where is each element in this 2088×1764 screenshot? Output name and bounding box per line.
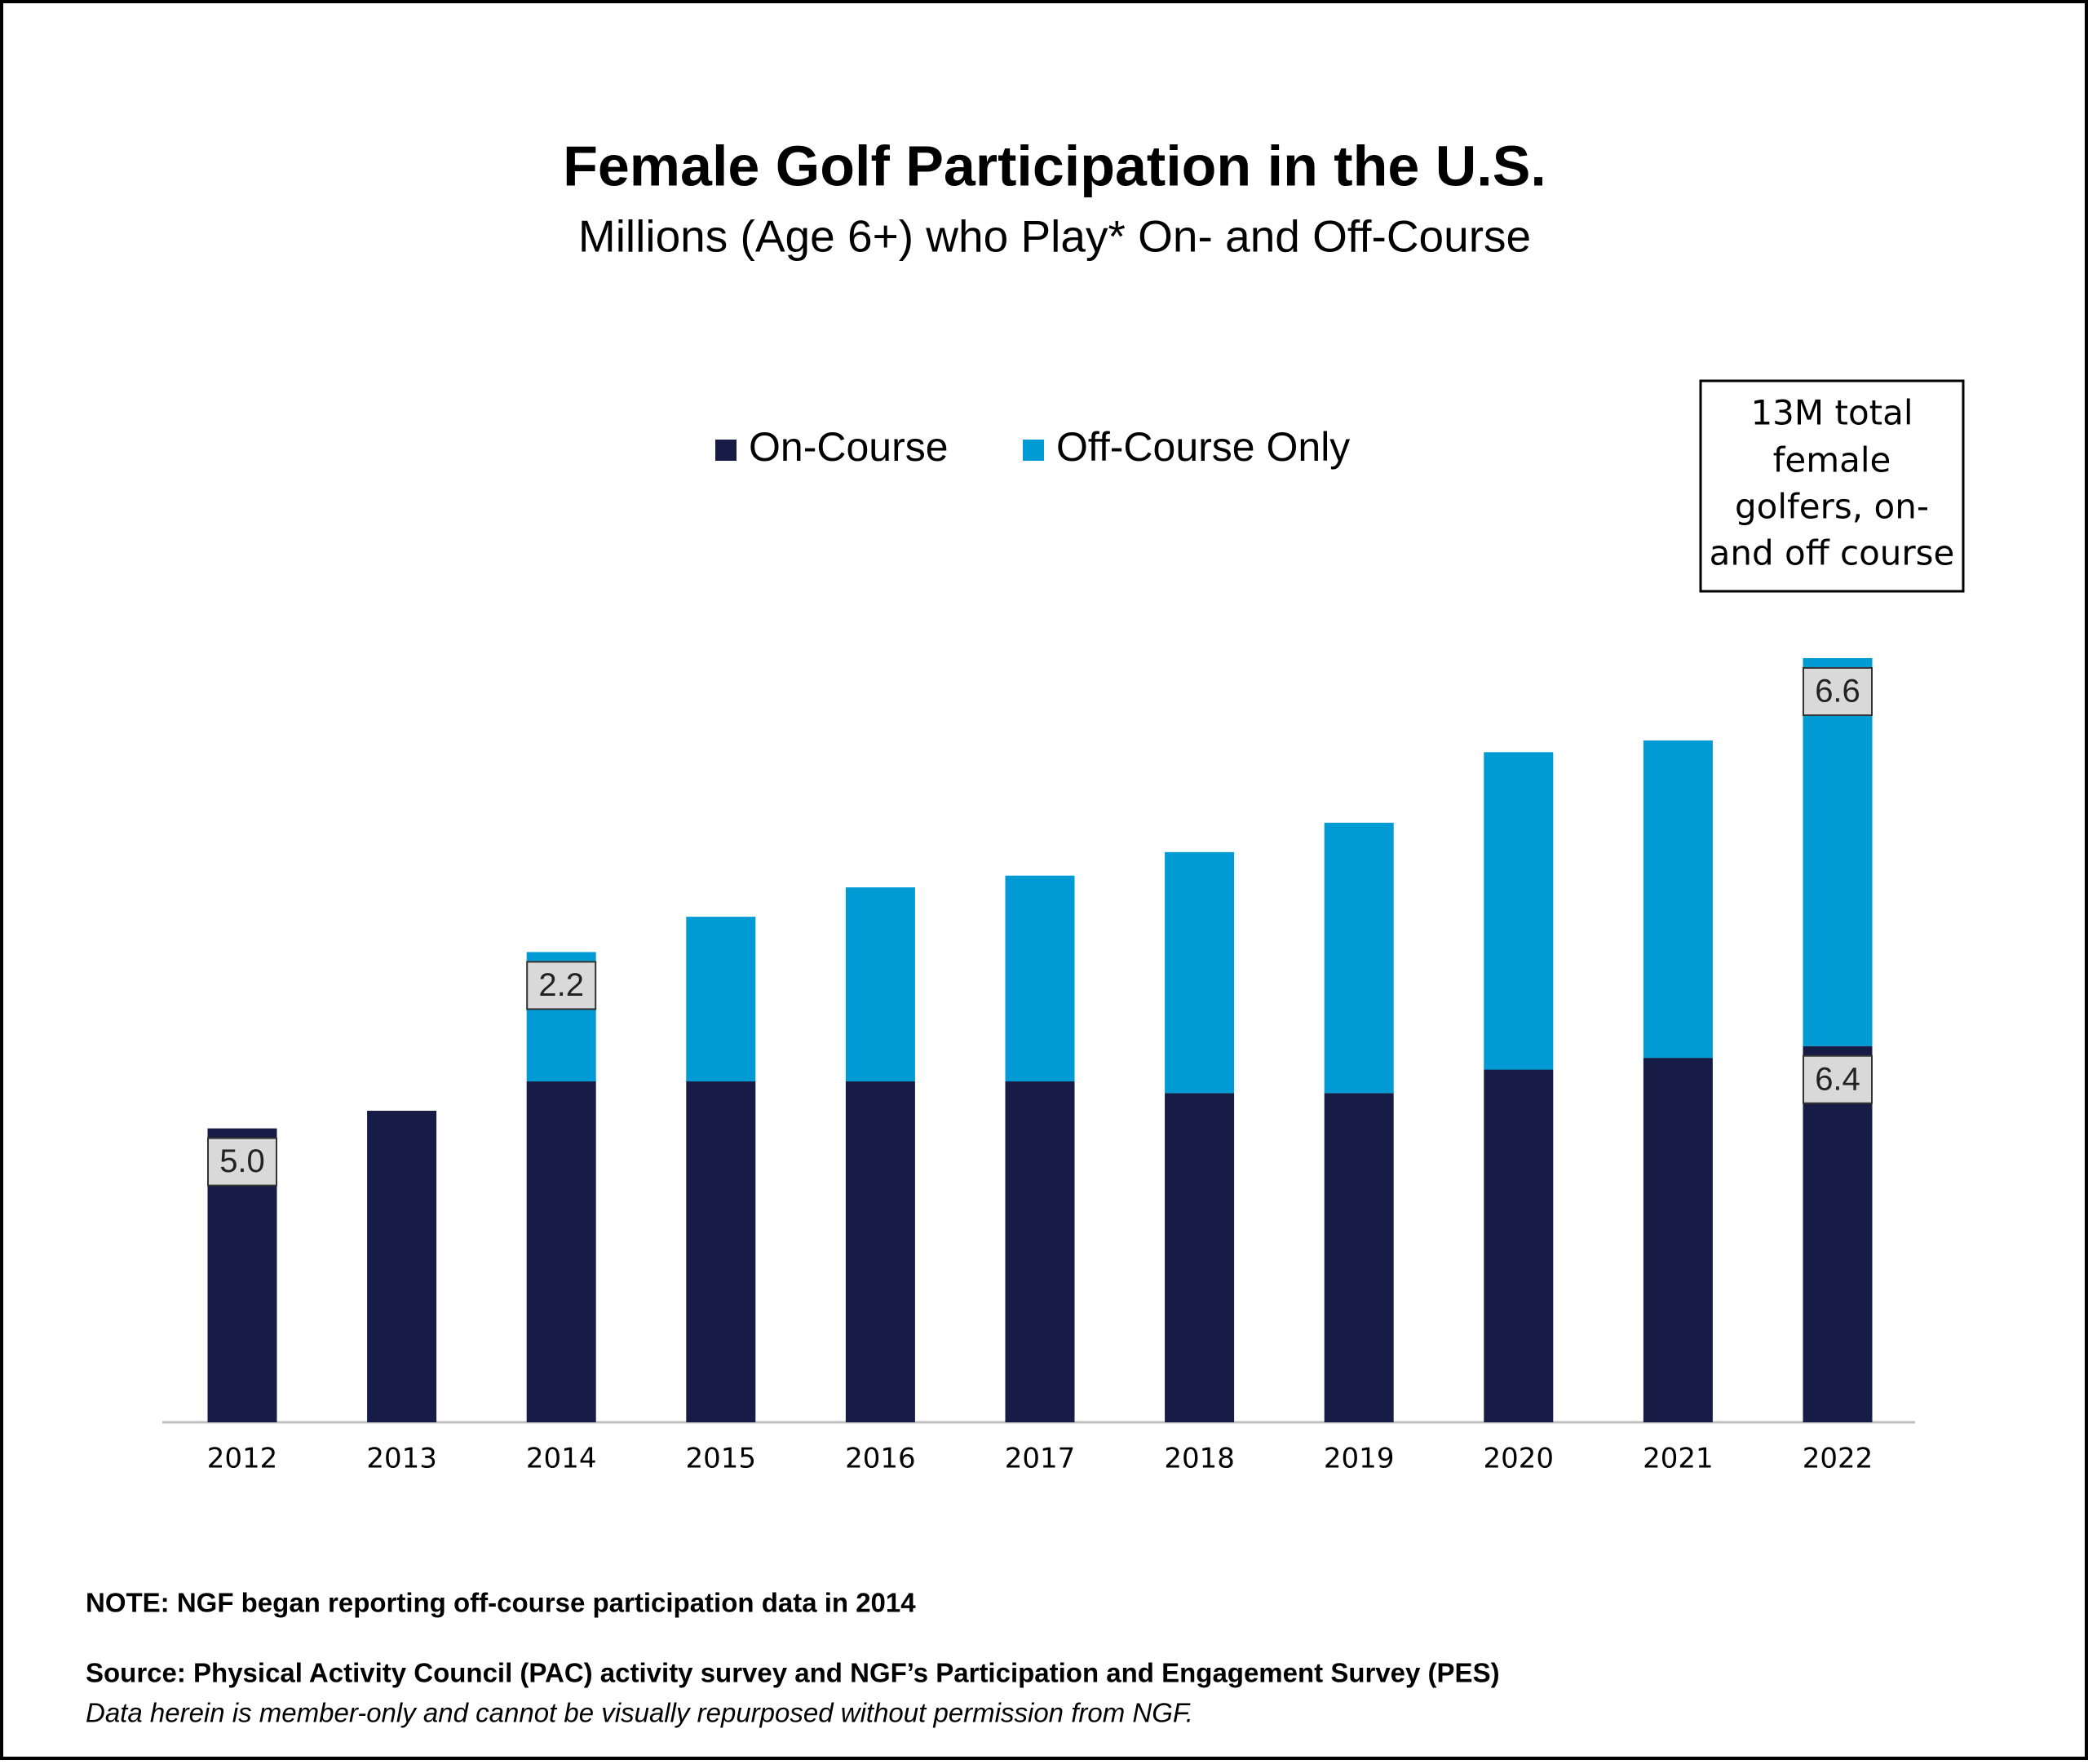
bar-segment bbox=[526, 1081, 596, 1422]
value-label-box bbox=[1803, 1054, 1873, 1104]
x-tick-label: 2014 bbox=[526, 1443, 597, 1475]
value-label-box bbox=[526, 961, 597, 1010]
bar-segment bbox=[1643, 1058, 1713, 1422]
value-label-box bbox=[1803, 667, 1873, 716]
bar-segment bbox=[1484, 752, 1554, 1070]
x-tick-label: 2021 bbox=[1643, 1443, 1714, 1475]
value-label: 2.2 bbox=[538, 967, 584, 1003]
legend-swatch bbox=[1023, 440, 1044, 461]
bar-segment bbox=[686, 917, 756, 1081]
value-label-box bbox=[207, 1137, 277, 1187]
note: NOTE: NGF began reporting off-course par… bbox=[86, 1588, 916, 1618]
x-tick-label: 2018 bbox=[1164, 1443, 1235, 1475]
annotation-line: female bbox=[1773, 440, 1891, 480]
x-tick-label: 2013 bbox=[366, 1443, 437, 1475]
value-label: 6.6 bbox=[1815, 674, 1860, 710]
x-tick-label: 2017 bbox=[1005, 1443, 1076, 1475]
annotation-line: and off course bbox=[1710, 533, 1955, 573]
bar-segment bbox=[1803, 1046, 1873, 1422]
bar-segment bbox=[845, 1081, 915, 1422]
bar-segment bbox=[1643, 740, 1713, 1059]
annotation-line: 13M total bbox=[1750, 393, 1913, 433]
chart-title: Female Golf Participation in the U.S. bbox=[563, 134, 1546, 197]
chart-subtitle: Millions (Age 6+) who Play* On- and Off-… bbox=[578, 211, 1531, 262]
bar-segment bbox=[686, 1081, 756, 1422]
x-tick-label: 2019 bbox=[1324, 1443, 1395, 1475]
x-tick-label: 2022 bbox=[1803, 1443, 1873, 1475]
x-tick-label: 2012 bbox=[207, 1443, 278, 1475]
source: Source: Physical Activity Council (PAC) … bbox=[86, 1658, 1500, 1688]
bar-segment bbox=[1324, 822, 1394, 1094]
bar-segment bbox=[1803, 658, 1873, 1046]
bar-segment bbox=[1005, 875, 1075, 1081]
bar-segment bbox=[1165, 851, 1235, 1094]
annotation-box bbox=[1699, 379, 1965, 593]
bar-segment bbox=[1324, 1093, 1394, 1422]
x-tick-label: 2015 bbox=[686, 1443, 757, 1475]
bar-segment bbox=[367, 1110, 437, 1422]
x-tick-label: 2020 bbox=[1484, 1443, 1555, 1475]
bar-segment bbox=[1005, 1081, 1075, 1422]
x-tick-label: 2016 bbox=[845, 1443, 916, 1475]
legend-label: On-Course bbox=[749, 424, 949, 470]
disclaimer: Data herein is member-only and cannot be… bbox=[86, 1698, 1193, 1728]
bar-segment bbox=[1484, 1069, 1554, 1422]
value-label: 6.4 bbox=[1815, 1061, 1860, 1097]
annotation-line: golfers, on- bbox=[1735, 487, 1929, 527]
bar-segment bbox=[845, 887, 915, 1081]
legend-label: Off-Course Only bbox=[1056, 424, 1350, 470]
value-label: 5.0 bbox=[219, 1143, 265, 1179]
bar-segment bbox=[1165, 1093, 1235, 1422]
legend-swatch bbox=[715, 440, 737, 461]
